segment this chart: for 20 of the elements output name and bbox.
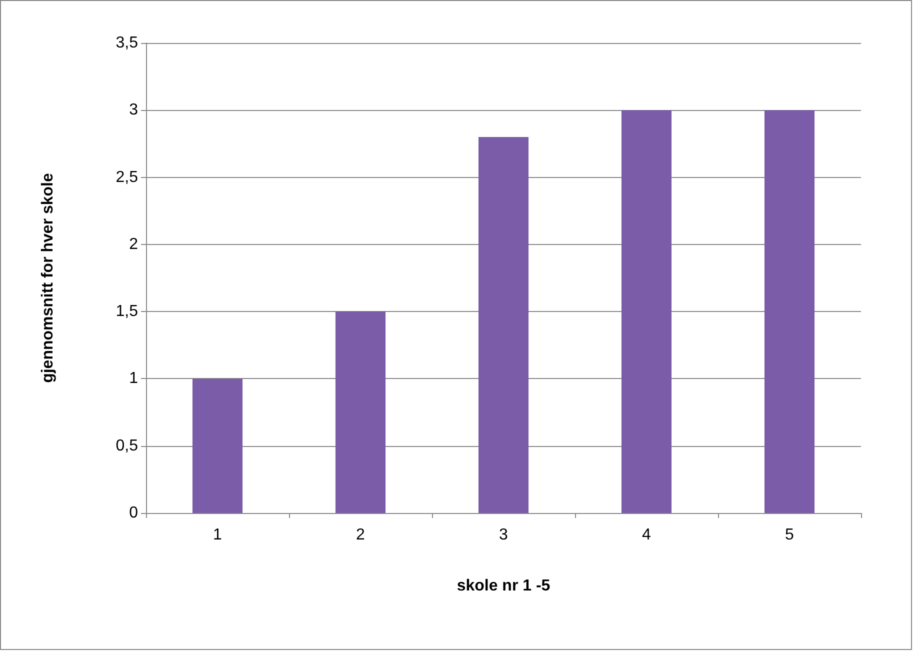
- y-tick-label: 2: [129, 236, 138, 253]
- x-axis-title: skole nr 1 -5: [456, 578, 550, 594]
- x-tick-label: 1: [213, 526, 222, 544]
- y-tick-label: 1,5: [116, 303, 138, 320]
- y-tick-label: 3,5: [116, 34, 138, 52]
- y-tick-label: 0,5: [116, 437, 138, 454]
- y-tick-label: 0: [129, 504, 138, 522]
- x-tick-label: 2: [356, 526, 366, 544]
- x-tick-label: 4: [642, 526, 652, 544]
- x-tick-label: 3: [499, 526, 508, 544]
- y-tick-label: 1: [129, 370, 138, 388]
- x-tick-label: 5: [785, 526, 794, 544]
- y-tick-label: 3: [129, 102, 138, 119]
- bar: [621, 110, 672, 513]
- y-tick-label: 2,5: [116, 168, 138, 186]
- bar: [478, 137, 529, 513]
- y-axis-title: gjennomsnitt for hver skole: [40, 172, 56, 383]
- bar: [335, 312, 386, 513]
- bar: [764, 110, 815, 513]
- bar: [192, 378, 243, 513]
